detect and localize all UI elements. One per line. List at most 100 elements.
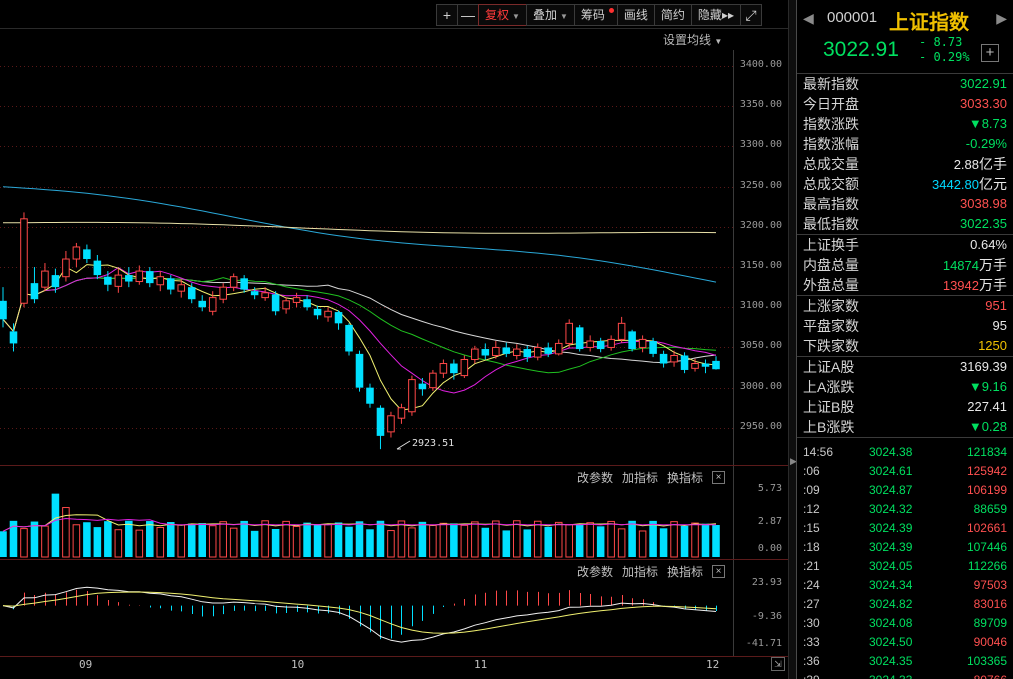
stat-label: 总成交额 <box>803 176 859 192</box>
tick-price: 3024.35 <box>869 654 913 668</box>
volume-bar <box>324 523 332 558</box>
previous-arrow-icon[interactable]: ◀ <box>803 10 814 26</box>
candle-body <box>670 354 678 363</box>
volume-close-icon[interactable]: × <box>712 471 726 484</box>
ma-setting-dropdown[interactable]: 设置均线 ▼ <box>663 31 722 48</box>
stat-label: 总成交量 <box>803 156 859 172</box>
tick-row: :15 3024.39 102661 <box>797 519 1013 538</box>
candle-body <box>628 331 636 350</box>
candle-body <box>0 300 7 320</box>
volume-bar <box>680 525 689 557</box>
candle-body <box>198 300 206 308</box>
corner-shrink-icon[interactable]: ⇲ <box>771 657 785 671</box>
stat-value: 2.88亿手 <box>954 154 1007 175</box>
stats-section-index: 最新指数 3022.91 今日开盘 3033.30 指数涨跌 ▼8.73 指数涨幅 -0.29… <box>797 74 1013 235</box>
tick-list[interactable]: 14:56 3024.38 121834:06 3024.61 125942:09 302… <box>797 438 1013 679</box>
change-percent: - 0.29% <box>919 50 970 64</box>
volume-bar <box>712 525 720 557</box>
volume-add-indicator-button[interactable]: 加指标 <box>622 471 659 485</box>
volume-bar <box>166 522 175 557</box>
simple-mode-button[interactable]: 简约 <box>653 4 692 26</box>
candle-body <box>533 346 542 358</box>
stat-row: 上证B股 227.41 <box>797 397 1013 417</box>
overlay-label: 叠加 <box>532 8 557 22</box>
fullscreen-icon[interactable]: ⤢ <box>739 4 762 26</box>
candle-body <box>712 360 720 370</box>
stat-value: 3442.80亿元 <box>932 174 1007 195</box>
kline-chart[interactable]: 2923.51 <box>0 0 788 679</box>
tick-time: :30 <box>803 616 820 630</box>
candle-body <box>72 246 81 260</box>
tick-price: 3024.61 <box>869 464 913 478</box>
current-price: 3022.91 <box>823 38 899 61</box>
stat-value: ▼8.73 <box>969 114 1007 134</box>
stat-label: 上A涨跌 <box>803 379 855 395</box>
volume-bar <box>271 529 280 557</box>
stat-row: 内盘总量 14874万手 <box>797 255 1013 275</box>
draw-line-button[interactable]: 画线 <box>616 4 655 26</box>
next-arrow-icon[interactable]: ▶ <box>996 10 1007 26</box>
macd-close-icon[interactable]: × <box>712 565 726 578</box>
volume-switch-indicator-button[interactable]: 换指标 <box>667 471 704 485</box>
price-axis-label: 3200.00 <box>739 219 782 231</box>
ma-line-250 <box>2 186 717 283</box>
candle-body <box>471 348 479 361</box>
price-axis-label: 3250.00 <box>739 179 782 191</box>
notification-dot-icon <box>608 8 614 13</box>
stat-value: ▼0.28 <box>969 417 1007 437</box>
adjust-button[interactable]: 复权 ▼ <box>478 4 527 26</box>
volume-ma-10 <box>2 517 717 532</box>
stat-label: 最低指数 <box>803 216 859 232</box>
macd-add-indicator-button[interactable]: 加指标 <box>622 565 659 579</box>
overlay-caret-icon: ▼ <box>559 12 568 21</box>
overlay-button[interactable]: 叠加 ▼ <box>525 4 575 26</box>
stat-value: 227.41 <box>967 397 1007 417</box>
candle-body <box>282 300 290 310</box>
candle-body <box>418 383 427 390</box>
candle-body <box>680 355 689 370</box>
stat-row: 外盘总量 13942万手 <box>797 275 1013 295</box>
candle-body <box>62 258 70 278</box>
macd-params-button[interactable]: 改参数 <box>577 565 614 579</box>
macd-axis-bottom: -41.71 <box>745 638 782 649</box>
stat-row: 最新指数 3022.91 <box>797 74 1013 94</box>
volume-bar <box>376 520 385 557</box>
tick-volume: 112266 <box>967 559 1007 573</box>
zoom-in-button[interactable]: + <box>436 4 458 26</box>
sidebar-collapse-handle[interactable]: ▶ <box>788 0 797 679</box>
stat-number: 951 <box>985 298 1007 313</box>
tick-time: 14:56 <box>803 445 834 459</box>
candle-body <box>125 275 133 282</box>
tick-volume: 102661 <box>966 521 1007 535</box>
candle-body <box>450 363 458 374</box>
x-axis-label: 10 <box>291 658 305 671</box>
volume-bar <box>240 520 248 557</box>
stat-number: ▼0.28 <box>968 419 1007 434</box>
candle-body <box>659 353 668 364</box>
hide-button[interactable]: 隐藏▸▸ <box>690 4 741 26</box>
tick-time: :39 <box>803 671 820 679</box>
candle-body <box>649 341 657 354</box>
stat-value: 3022.91 <box>960 74 1007 94</box>
stat-value: 1250 <box>978 336 1007 356</box>
volume-bar <box>104 521 112 557</box>
macd-switch-indicator-button[interactable]: 换指标 <box>667 565 704 579</box>
volume-bar <box>586 522 594 558</box>
volume-params-button[interactable]: 改参数 <box>577 471 614 485</box>
chips-label: 筹码 <box>580 8 605 22</box>
candle-body <box>83 249 91 260</box>
chips-button[interactable]: 筹码 <box>573 4 618 26</box>
zoom-out-button[interactable]: — <box>457 4 479 26</box>
volume-bar <box>187 523 196 557</box>
add-watchlist-button[interactable]: + <box>981 44 999 62</box>
tick-time: :33 <box>803 635 820 649</box>
arrow-right-icon: ▶ <box>790 456 797 466</box>
stats-section-breadth: 上涨家数 951 平盘家数 95 下跌家数 1250 <box>797 296 1013 357</box>
quote-header: ◀ 000001 上证指数 ▶ 3022.91 - 8.73 - 0.29% + <box>797 0 1013 74</box>
candle-body <box>324 310 332 318</box>
ma-setting-label: 设置均线 <box>663 33 712 47</box>
stat-value: 0.64% <box>970 235 1007 255</box>
volume-bar <box>691 522 699 558</box>
price-axis-label: 3400.00 <box>739 59 782 71</box>
tick-row: :30 3024.08 89709 <box>797 614 1013 633</box>
